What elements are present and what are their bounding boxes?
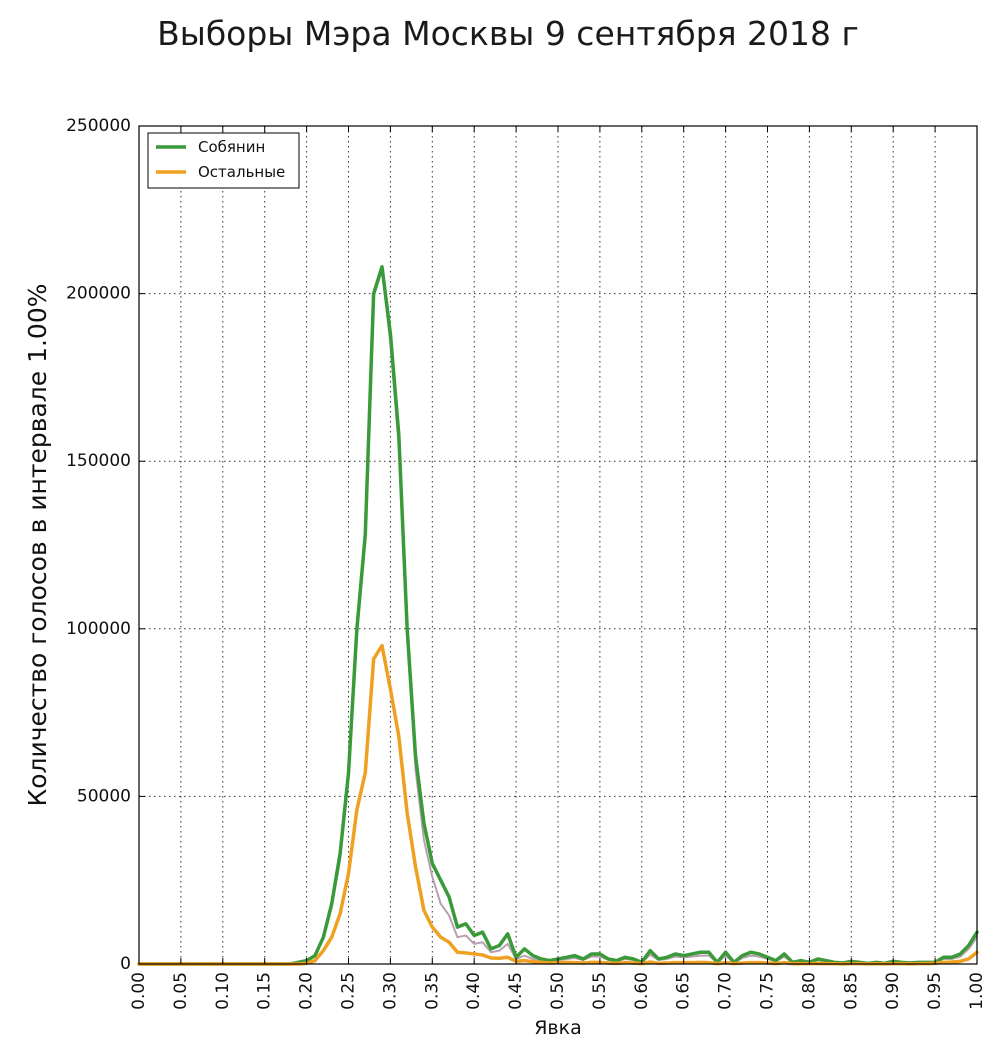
plot-area — [139, 126, 977, 964]
legend-box — [147, 132, 300, 189]
x-tick-label: 0.80 — [799, 972, 819, 1010]
x-tick-label: 0.75 — [758, 972, 778, 1010]
x-tick-label: 1.00 — [967, 972, 987, 1010]
x-tick-label: 0.50 — [548, 972, 568, 1010]
y-axis-label: Количество голосов в интервале 1.00% — [23, 284, 52, 807]
y-tick-label: 100000 — [66, 619, 131, 639]
x-tick-label: 0.40 — [464, 972, 484, 1010]
x-tick-label: 0.30 — [380, 972, 400, 1010]
x-tick-label: 0.65 — [674, 972, 694, 1010]
legend-label-sobyanin: Собянин — [198, 138, 265, 156]
x-tick-label: 0.35 — [422, 972, 442, 1010]
x-tick-label: 0.60 — [632, 972, 652, 1010]
legend-label-others: Остальные — [198, 163, 285, 181]
y-tick-label: 200000 — [66, 284, 131, 304]
x-tick-label: 0.00 — [129, 972, 149, 1010]
y-tick-label: 50000 — [77, 786, 131, 806]
y-tick-label: 250000 — [66, 116, 131, 136]
x-tick-label: 0.10 — [213, 972, 233, 1010]
x-tick-label: 0.45 — [506, 972, 526, 1010]
x-tick-label: 0.90 — [883, 972, 903, 1010]
x-tick-label: 0.05 — [171, 972, 191, 1010]
x-tick-label: 0.70 — [716, 972, 736, 1010]
x-tick-label: 0.20 — [297, 972, 317, 1010]
x-tick-label: 0.55 — [590, 972, 610, 1010]
x-tick-label: 0.95 — [925, 972, 945, 1010]
chart-title: Выборы Мэра Москвы 9 сентября 2018 г — [157, 14, 859, 53]
x-tick-label: 0.15 — [255, 972, 275, 1010]
y-tick-label: 150000 — [66, 451, 131, 471]
x-axis-label: Явка — [534, 1017, 582, 1039]
x-tick-label: 0.25 — [339, 972, 359, 1010]
y-tick-label: 0 — [120, 954, 131, 974]
x-tick-label: 0.85 — [841, 972, 861, 1010]
